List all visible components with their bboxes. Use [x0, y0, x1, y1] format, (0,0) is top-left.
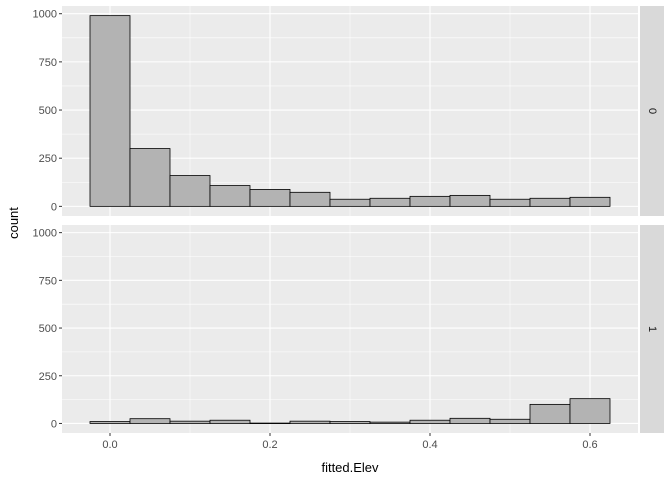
facet-strip	[640, 225, 664, 433]
histogram-bar	[449, 194, 491, 207]
histogram-bar	[249, 422, 291, 424]
x-tick-label: 0.2	[262, 439, 277, 451]
y-tick-label: 500	[39, 105, 57, 117]
histogram-bar	[249, 189, 291, 207]
y-tick-label: 0	[51, 201, 57, 213]
histogram-bar	[329, 198, 371, 207]
histogram-bar	[569, 398, 611, 424]
histogram-bar	[289, 191, 331, 207]
histogram-bar	[409, 195, 451, 207]
histogram-bar	[209, 185, 251, 207]
histogram-bar	[529, 403, 571, 424]
histogram-bar	[569, 196, 611, 207]
histogram-bar	[529, 197, 571, 207]
x-axis: 0.0 0.2 0.4 0.6	[102, 433, 598, 451]
x-tick-label: 0.0	[102, 439, 117, 451]
y-tick-label: 250	[39, 153, 57, 165]
facet-strip-label: 1	[646, 326, 658, 332]
y-tick-label: 0	[51, 418, 57, 430]
histogram-bar	[329, 421, 371, 424]
histogram-bar	[129, 148, 171, 207]
y-axis-title: count	[6, 207, 21, 239]
y-tick-label: 750	[39, 57, 57, 69]
facet-panel-0: 0 250 500 750 1000 0	[33, 6, 664, 216]
histogram-bar	[409, 419, 451, 424]
histogram-bar	[289, 420, 331, 424]
facet-strip-label: 0	[646, 108, 658, 114]
histogram-bar	[169, 420, 211, 424]
histogram-bar	[129, 418, 171, 424]
histogram-bar	[209, 419, 251, 424]
y-tick-label: 500	[39, 323, 57, 335]
x-tick-label: 0.6	[582, 439, 597, 451]
y-tick-label: 1000	[33, 9, 57, 21]
y-tick-label: 250	[39, 371, 57, 383]
facets-layer: 0 250 500 750 1000 0 0 250 500 750 1000 1	[33, 6, 664, 433]
histogram-bar	[449, 417, 491, 424]
histogram-bar	[169, 175, 211, 207]
histogram-bar	[89, 421, 131, 424]
histogram-bar	[489, 198, 531, 207]
y-tick-label: 750	[39, 275, 57, 287]
histogram-bar	[89, 15, 131, 207]
x-tick-label: 0.4	[422, 439, 437, 451]
facet-panel-1: 0 250 500 750 1000 1	[33, 225, 664, 433]
x-axis-title: fitted.Elev	[321, 460, 379, 475]
facet-strip	[640, 6, 664, 216]
histogram-bar	[489, 418, 531, 424]
histogram-bar	[369, 197, 411, 207]
histogram-bar	[369, 421, 411, 424]
y-tick-label: 1000	[33, 228, 57, 240]
